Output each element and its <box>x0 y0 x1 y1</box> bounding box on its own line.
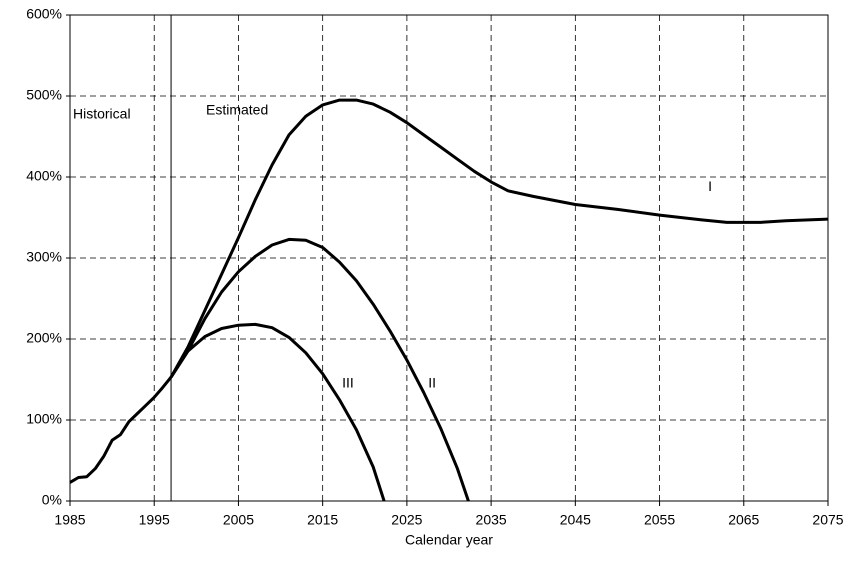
x-tick-label: 2045 <box>560 512 591 528</box>
x-tick-label: 2025 <box>391 512 422 528</box>
x-tick-label: 1995 <box>139 512 170 528</box>
line-series <box>69 98 829 484</box>
x-tick-label: 1985 <box>54 512 85 528</box>
x-tick-label: 2065 <box>728 512 759 528</box>
y-tick-label: 500% <box>26 87 62 103</box>
series-label: II <box>428 374 436 390</box>
x-tick-label: 2055 <box>644 512 675 528</box>
y-tick-label: 600% <box>26 6 62 22</box>
y-tick-label: 100% <box>26 411 62 427</box>
series-label: III <box>342 374 354 390</box>
annotation: Estimated <box>206 102 268 118</box>
x-tick-label: 2005 <box>223 512 254 528</box>
x-axis-title: Calendar year <box>405 532 493 548</box>
plot-frame <box>69 14 829 502</box>
series-label: I <box>708 178 712 194</box>
line-series <box>169 322 386 502</box>
y-tick-label: 400% <box>26 168 62 184</box>
y-tick-label: 200% <box>26 330 62 346</box>
annotation: Historical <box>73 106 131 122</box>
line-series <box>169 237 470 502</box>
x-tick-label: 2035 <box>476 512 507 528</box>
x-tick-label: 2015 <box>307 512 338 528</box>
x-tick-label: 2075 <box>812 512 843 528</box>
y-tick-label: 0% <box>42 492 62 508</box>
y-tick-label: 300% <box>26 249 62 265</box>
